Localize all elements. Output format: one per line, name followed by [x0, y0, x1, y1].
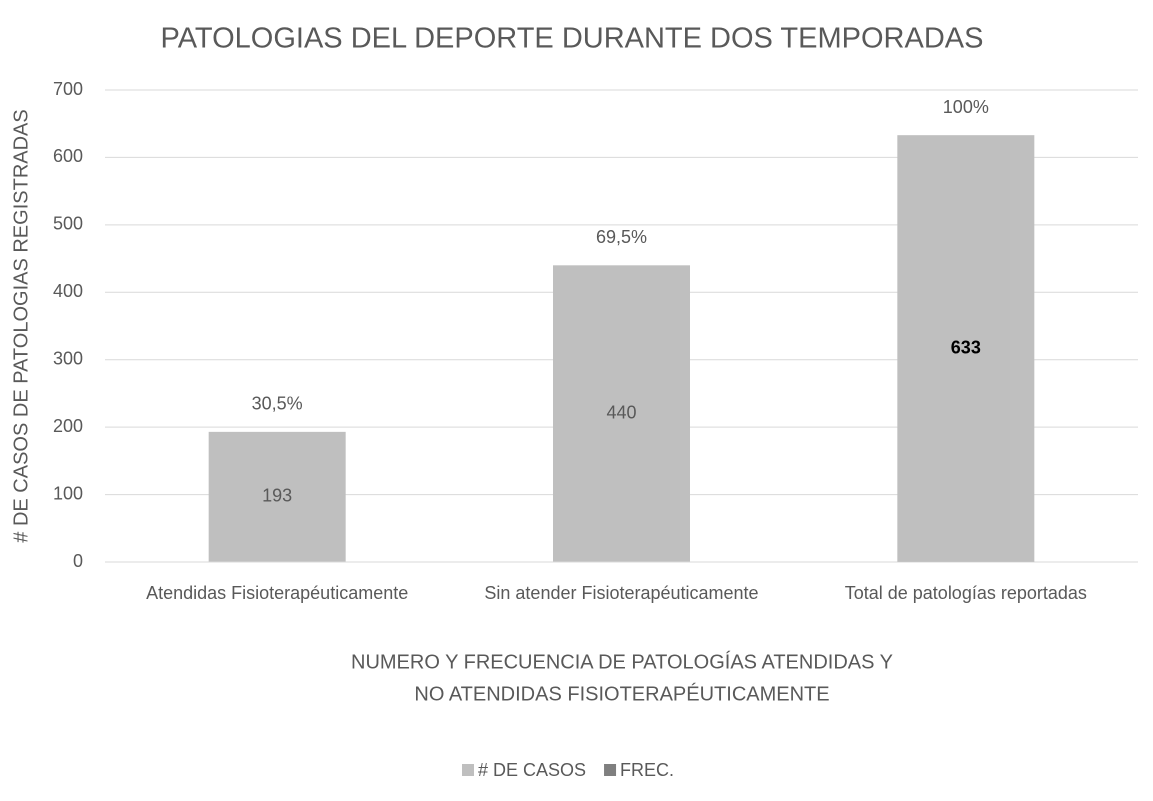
chart-title: PATOLOGIAS DEL DEPORTE DURANTE DOS TEMPO…: [161, 23, 984, 55]
y-tick-label: 400: [53, 281, 83, 301]
bar: [553, 265, 690, 562]
legend-label: FREC.: [620, 760, 674, 780]
y-tick-label: 200: [53, 416, 83, 436]
legend-swatch: [462, 764, 474, 776]
y-tick-label: 100: [53, 483, 83, 503]
y-axis-title: # DE CASOS DE PATOLOGIAS REGISTRADAS: [10, 109, 32, 542]
data-label: 440: [606, 402, 636, 422]
data-label: 633: [951, 337, 981, 357]
data-label: 30,5%: [252, 394, 303, 414]
x-axis-title: NO ATENDIDAS FISIOTERAPÉUTICAMENTE: [414, 682, 829, 705]
y-tick-label: 600: [53, 146, 83, 166]
y-tick-label: 300: [53, 348, 83, 368]
x-tick-label: Atendidas Fisioterapéuticamente: [146, 583, 408, 603]
data-label: 69,5%: [596, 227, 647, 247]
x-tick-label: Total de patologías reportadas: [845, 583, 1087, 603]
x-tick-label: Sin atender Fisioterapéuticamente: [484, 583, 758, 603]
y-tick-label: 0: [73, 551, 83, 571]
bar: [208, 431, 346, 562]
y-tick-label: 500: [53, 214, 83, 234]
data-label: 193: [262, 486, 292, 506]
legend-swatch: [604, 764, 617, 776]
legend-label: # DE CASOS: [478, 760, 586, 780]
bar: [897, 135, 1035, 563]
data-label: 100%: [943, 97, 989, 117]
y-tick-label: 700: [53, 79, 83, 99]
x-axis-title: NUMERO Y FRECUENCIA DE PATOLOGÍAS ATENDI…: [351, 650, 893, 673]
